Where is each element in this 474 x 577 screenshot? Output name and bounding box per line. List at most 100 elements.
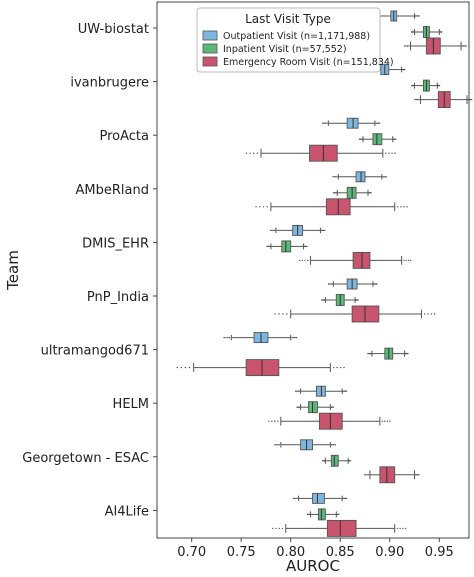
outlier-point xyxy=(410,31,413,33)
outlier-point xyxy=(344,390,347,392)
outlier-point xyxy=(249,152,251,154)
box-1-9 xyxy=(306,508,340,521)
outlier-point xyxy=(385,152,387,154)
outlier-point xyxy=(184,366,187,369)
team-label: PnP_India xyxy=(87,290,149,305)
outlier-point xyxy=(333,366,335,369)
x-tick-label: 0.95 xyxy=(425,545,454,560)
x-tick-label: 0.70 xyxy=(177,545,206,560)
outlier-point xyxy=(411,84,413,87)
outlier-point xyxy=(378,122,381,124)
outlier-point xyxy=(462,45,465,47)
outlier-point xyxy=(278,444,281,446)
outlier-point xyxy=(391,152,393,154)
outlier-point xyxy=(395,138,397,140)
box-1-1 xyxy=(411,79,441,92)
outlier-point xyxy=(294,390,297,392)
outlier-point xyxy=(301,259,304,262)
outlier-point xyxy=(394,152,396,154)
x-axis-title: AUROC xyxy=(286,557,340,575)
outlier-point xyxy=(405,259,407,262)
outlier-point xyxy=(365,474,367,476)
outlier-point xyxy=(464,45,466,47)
box-0-8 xyxy=(274,439,336,451)
outlier-point xyxy=(418,474,420,476)
outlier-point xyxy=(333,444,335,446)
outlier-point xyxy=(414,15,417,17)
outlier-point xyxy=(332,192,335,194)
box-2-8 xyxy=(363,466,420,484)
team-label: ultramangod671 xyxy=(41,344,149,359)
outlier-point xyxy=(433,313,436,315)
outlier-point xyxy=(323,229,325,232)
outlier-point xyxy=(271,527,274,530)
outlier-point xyxy=(278,527,280,530)
team-label: ProActa xyxy=(100,129,150,144)
outlier-point xyxy=(406,206,408,208)
outlier-point xyxy=(321,229,324,232)
outlier-point xyxy=(331,283,333,285)
outlier-point xyxy=(407,352,409,355)
outlier-point xyxy=(342,390,344,392)
outlier-point xyxy=(225,336,227,339)
outlier-point xyxy=(326,122,328,124)
box-2-9 xyxy=(271,519,407,537)
outlier-point xyxy=(332,406,335,408)
outlier-point xyxy=(268,420,270,422)
outlier-point xyxy=(375,122,377,124)
outlier-point xyxy=(427,313,429,315)
legend-swatch xyxy=(202,43,218,54)
outlier-point xyxy=(469,98,472,101)
box-2-2 xyxy=(245,144,396,162)
outlier-point xyxy=(324,122,327,124)
outlier-point xyxy=(291,336,293,339)
outlier-point xyxy=(417,15,419,17)
box-1-5 xyxy=(321,294,359,306)
outlier-point xyxy=(295,497,297,500)
outlier-point xyxy=(343,366,345,369)
legend: Last Visit Type Outpatient Visit (n=1,17… xyxy=(196,7,394,73)
box-1-3 xyxy=(332,186,372,199)
outlier-point xyxy=(266,206,268,208)
outlier-point xyxy=(278,313,280,315)
outlier-point xyxy=(403,259,405,262)
outlier-point xyxy=(407,259,410,262)
outlier-point xyxy=(385,176,387,178)
outlier-point xyxy=(269,229,272,232)
box-0-4 xyxy=(269,224,326,236)
outlier-point xyxy=(468,98,471,101)
outlier-point xyxy=(266,245,268,248)
outlier-point xyxy=(334,444,336,446)
outlier-point xyxy=(329,283,331,285)
outlier-point xyxy=(296,390,298,392)
outlier-point xyxy=(373,283,375,285)
outlier-point xyxy=(343,390,345,392)
outlier-point xyxy=(461,45,464,47)
outlier-point xyxy=(410,259,412,262)
outlier-point xyxy=(376,122,378,124)
outlier-point xyxy=(396,527,399,530)
outlier-point xyxy=(267,245,269,248)
outlier-point xyxy=(402,527,404,530)
x-tick-label: 0.75 xyxy=(227,545,256,560)
box-0-7 xyxy=(294,385,348,397)
outlier-point xyxy=(298,390,301,392)
outlier-point xyxy=(403,206,405,208)
outlier-point xyxy=(368,352,370,355)
outlier-point xyxy=(417,474,419,476)
outlier-point xyxy=(334,176,337,178)
outlier-point xyxy=(271,229,273,232)
outlier-point xyxy=(275,527,277,530)
outlier-point xyxy=(470,98,473,101)
outlier-point xyxy=(330,283,332,285)
outlier-point xyxy=(333,176,336,178)
box-0-6 xyxy=(223,332,298,344)
outlier-point xyxy=(277,420,279,422)
outlier-point xyxy=(252,152,255,154)
team-label: ivanbrugere xyxy=(70,76,149,91)
y-axis-title: Team xyxy=(4,250,22,291)
outlier-point xyxy=(345,390,348,392)
legend-swatch xyxy=(202,56,218,67)
outlier-point xyxy=(342,497,345,500)
outlier-point xyxy=(306,245,308,248)
